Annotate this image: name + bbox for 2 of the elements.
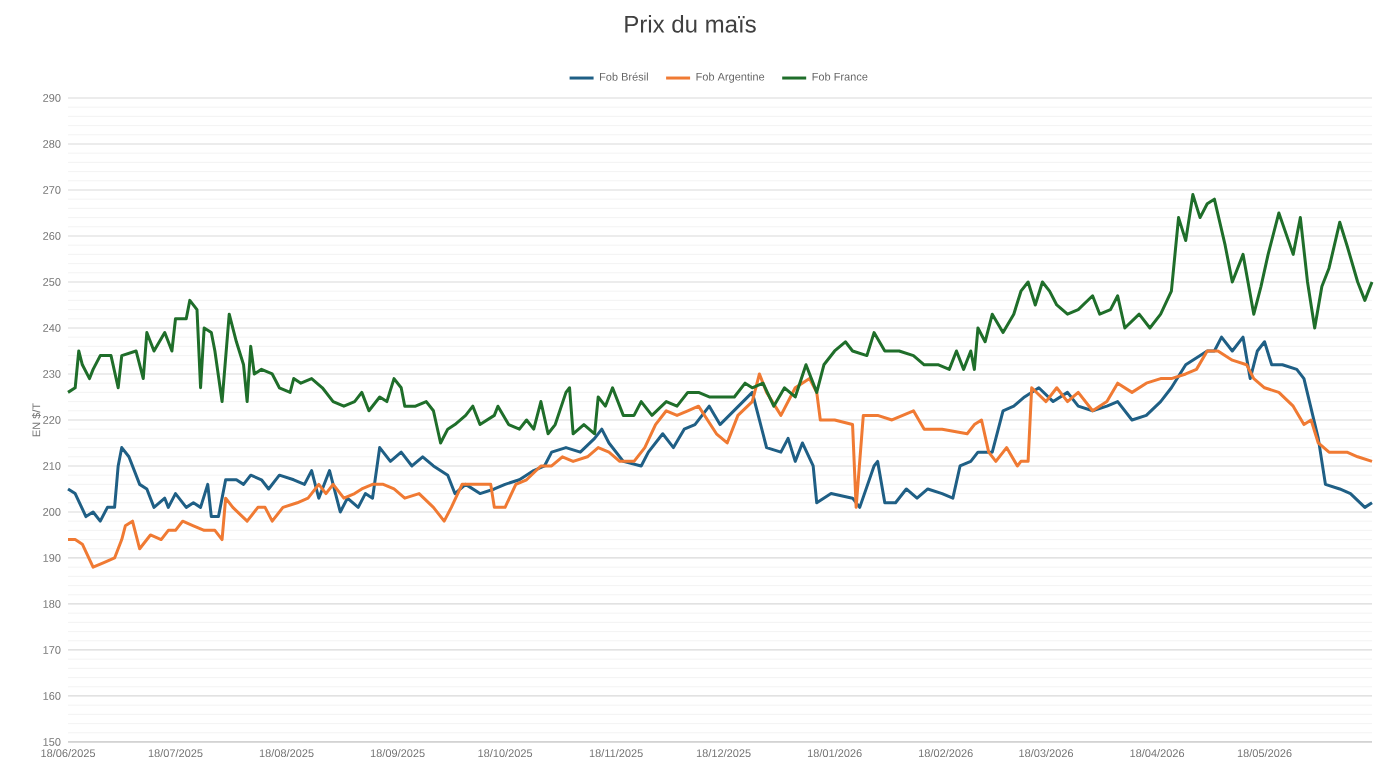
line-series [66,335,1374,523]
chart-title: Prix du maïs [625,15,756,33]
